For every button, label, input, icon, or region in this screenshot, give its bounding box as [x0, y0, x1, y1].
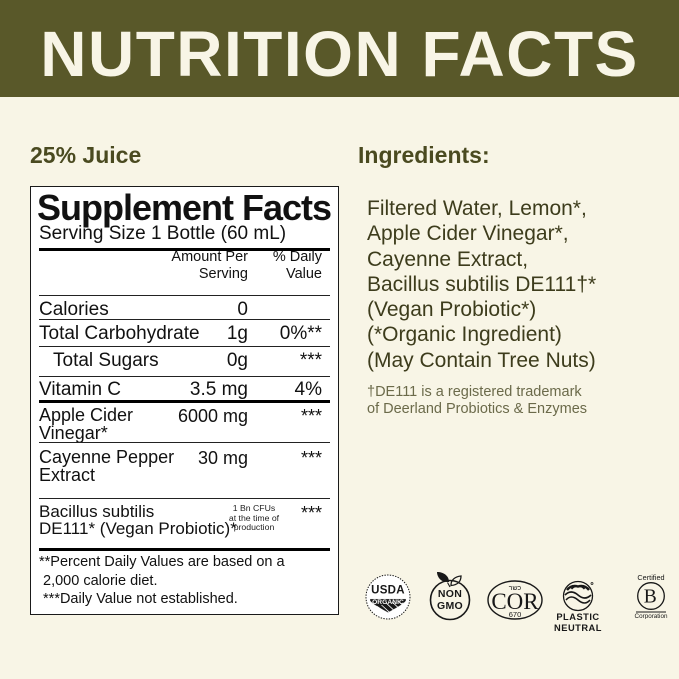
- svg-text:B: B: [644, 587, 657, 608]
- svg-text:GMO: GMO: [437, 600, 463, 612]
- svg-text:כשר: כשר: [509, 585, 522, 592]
- svg-text:670: 670: [509, 610, 522, 619]
- svg-text:PLASTIC: PLASTIC: [556, 612, 599, 622]
- svg-text:NON: NON: [438, 588, 462, 600]
- svg-text:NEUTRAL: NEUTRAL: [554, 623, 602, 632]
- svg-text:USDA: USDA: [371, 585, 405, 597]
- svg-text:Corporation: Corporation: [635, 613, 668, 619]
- svg-text:Certified: Certified: [637, 573, 664, 582]
